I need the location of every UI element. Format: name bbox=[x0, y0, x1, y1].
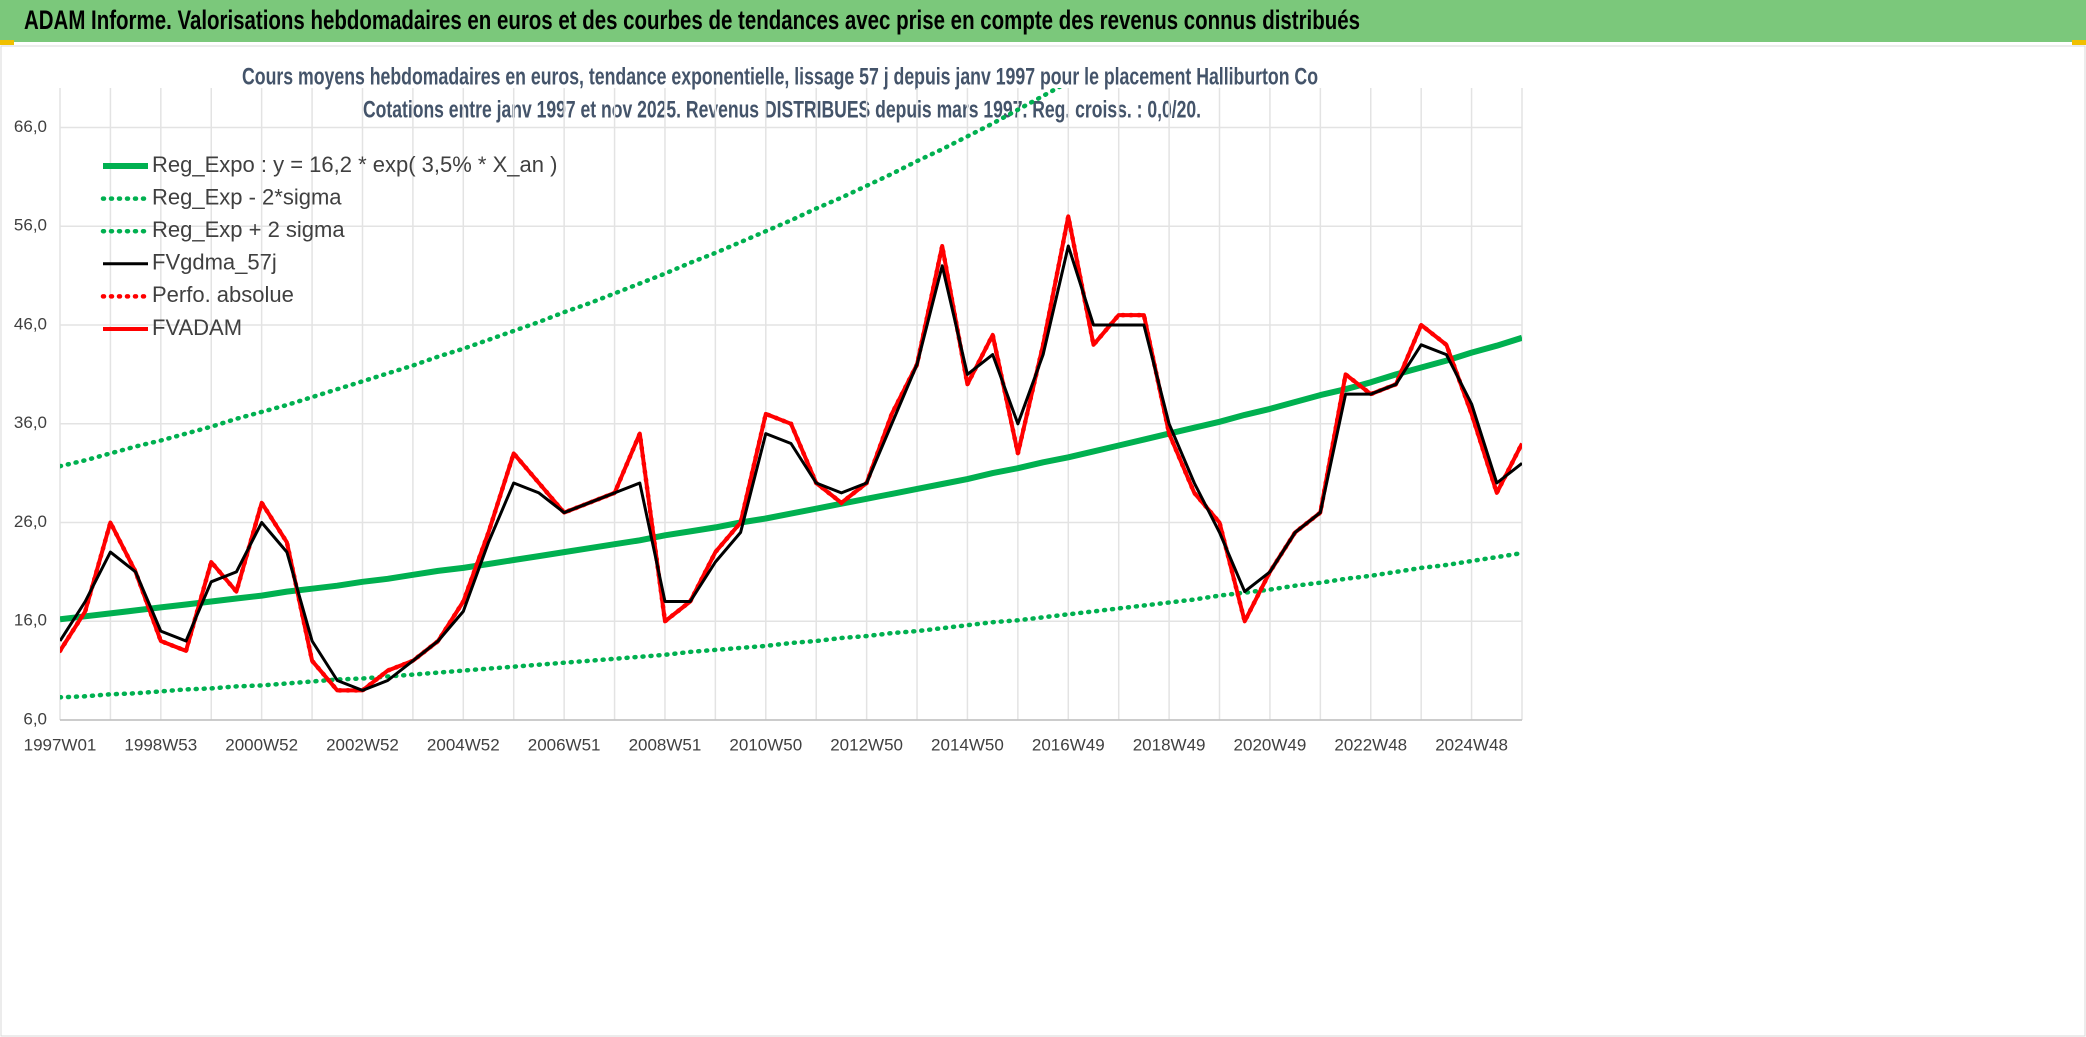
corner-mark bbox=[0, 40, 14, 45]
series-line bbox=[60, 550, 1522, 700]
legend-label: Reg_Exp - 2*sigma bbox=[152, 184, 342, 209]
y-tick-label: 56,0 bbox=[14, 216, 47, 235]
x-tick-label: 2000W52 bbox=[225, 735, 298, 754]
x-tick-label: 1997W01 bbox=[24, 735, 97, 754]
x-tick-label: 2010W50 bbox=[729, 735, 802, 754]
x-tick-label: 2014W50 bbox=[931, 735, 1004, 754]
x-tick-label: 2016W49 bbox=[1032, 735, 1105, 754]
series-line bbox=[60, 244, 1522, 692]
x-tick-label: 2006W51 bbox=[528, 735, 601, 754]
y-tick-label: 46,0 bbox=[14, 314, 47, 333]
x-tick-label: 2008W51 bbox=[629, 735, 702, 754]
legend-label: FVgdma_57j bbox=[152, 250, 277, 275]
y-tick-label: 6,0 bbox=[23, 709, 47, 728]
header-bar bbox=[0, 0, 2086, 42]
y-tick-label: 26,0 bbox=[14, 512, 47, 531]
legend-label: Reg_Expo : y = 16,2 * exp( 3,5% * X_an ) bbox=[152, 152, 557, 177]
plot-area bbox=[60, 88, 1522, 700]
legend-label: Perfo. absolue bbox=[152, 282, 294, 307]
x-tick-label: 2002W52 bbox=[326, 735, 399, 754]
y-tick-label: 66,0 bbox=[14, 117, 47, 136]
y-tick-label: 36,0 bbox=[14, 413, 47, 432]
x-tick-label: 1998W53 bbox=[124, 735, 197, 754]
series-line bbox=[60, 334, 1522, 623]
legend-label: Reg_Exp + 2 sigma bbox=[152, 217, 345, 242]
chart-title: Cours moyens hebdomadaires en euros, ten… bbox=[242, 63, 1318, 90]
corner-mark bbox=[2072, 40, 2086, 45]
x-tick-label: 2018W49 bbox=[1133, 735, 1206, 754]
x-tick-label: 2012W50 bbox=[830, 735, 903, 754]
x-tick-label: 2004W52 bbox=[427, 735, 500, 754]
chart-subtitle: Cotations entre janv 1997 et nov 2025. R… bbox=[363, 96, 1201, 123]
x-tick-label: 2024W48 bbox=[1435, 735, 1508, 754]
y-tick-label: 16,0 bbox=[14, 611, 47, 630]
legend-label: FVADAM bbox=[152, 315, 242, 340]
x-tick-label: 2022W48 bbox=[1334, 735, 1407, 754]
header-title: ADAM Informe. Valorisations hebdomadaire… bbox=[24, 5, 1360, 35]
chart-frame bbox=[0, 45, 2086, 1037]
x-tick-label: 2020W49 bbox=[1234, 735, 1307, 754]
